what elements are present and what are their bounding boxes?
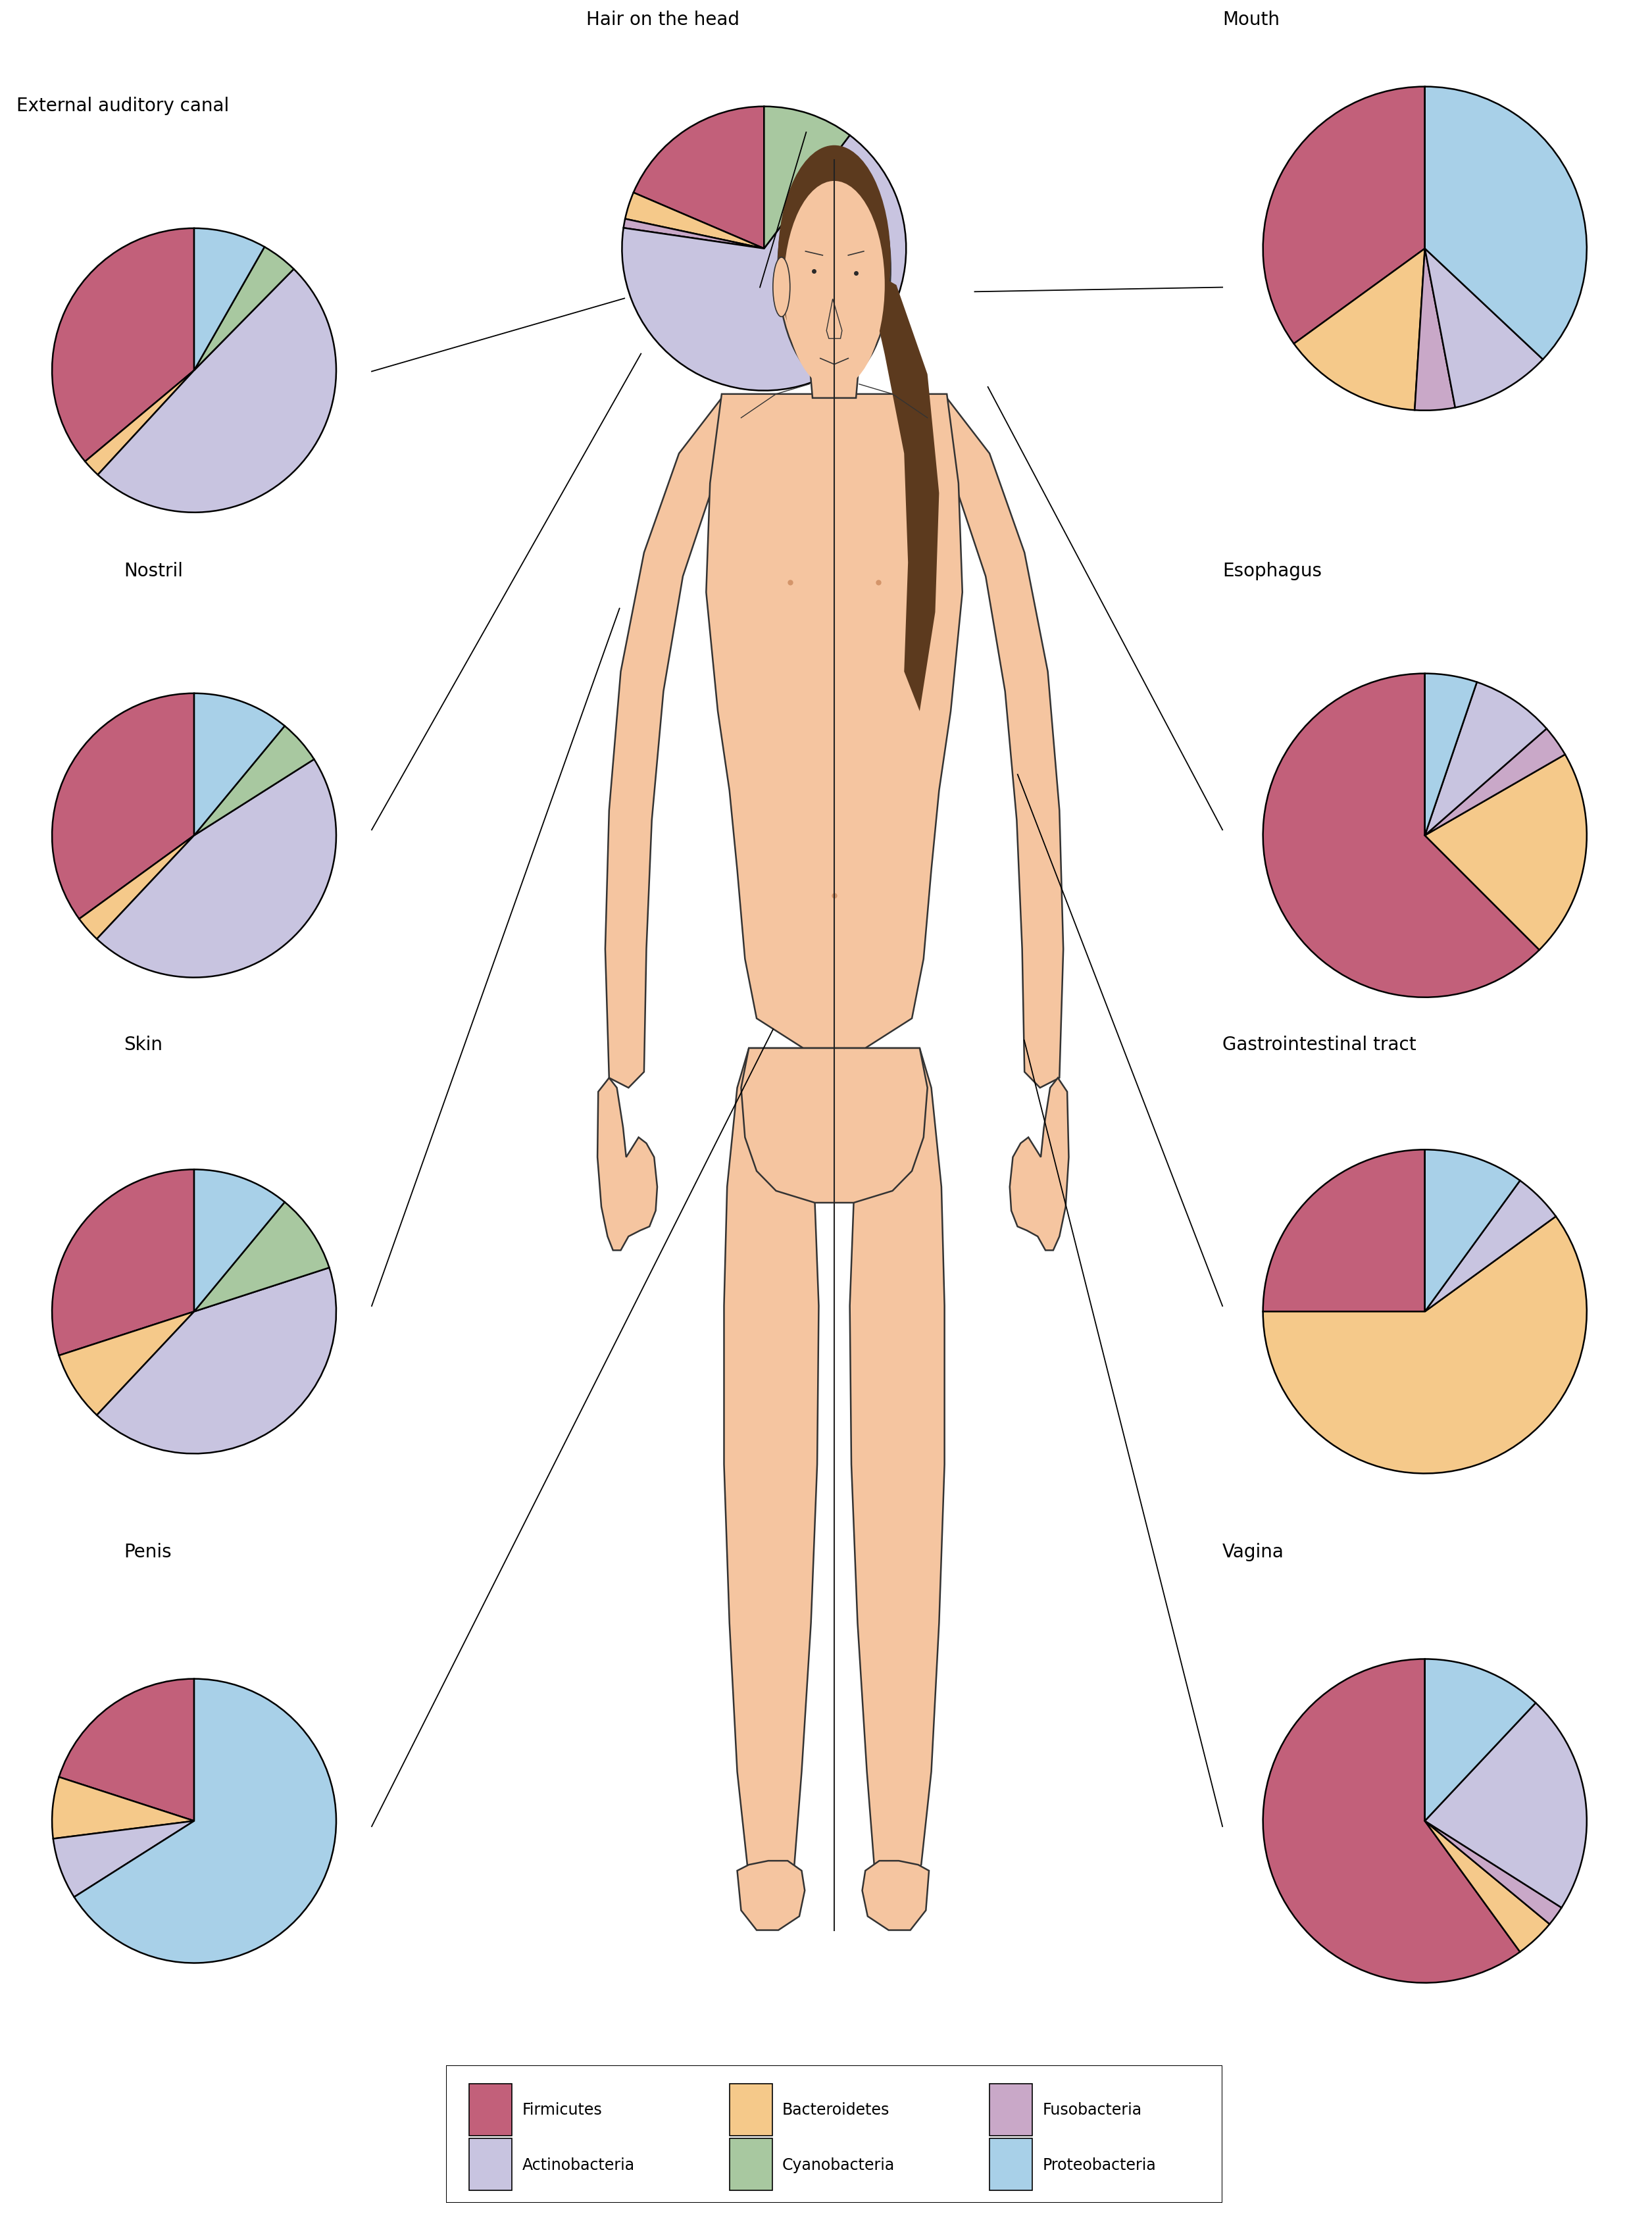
Polygon shape xyxy=(826,299,843,339)
Wedge shape xyxy=(1264,673,1540,999)
Wedge shape xyxy=(1424,755,1586,950)
Ellipse shape xyxy=(778,155,890,383)
Wedge shape xyxy=(1424,1180,1556,1311)
Polygon shape xyxy=(849,1049,945,1884)
Ellipse shape xyxy=(778,146,890,374)
Wedge shape xyxy=(86,372,195,476)
Polygon shape xyxy=(809,363,859,399)
Wedge shape xyxy=(195,726,314,837)
Text: Vagina: Vagina xyxy=(1222,1543,1284,1561)
Polygon shape xyxy=(1009,1078,1069,1251)
Text: External auditory canal: External auditory canal xyxy=(17,97,230,115)
Text: Gastrointestinal tract: Gastrointestinal tract xyxy=(1222,1036,1416,1054)
Text: Fusobacteria: Fusobacteria xyxy=(1042,2101,1142,2117)
Text: Hair on the head: Hair on the head xyxy=(586,11,740,29)
Text: Proteobacteria: Proteobacteria xyxy=(1042,2156,1156,2172)
Polygon shape xyxy=(862,1860,928,1931)
Text: Penis: Penis xyxy=(124,1543,172,1561)
Wedge shape xyxy=(97,1269,335,1455)
Wedge shape xyxy=(195,1202,329,1313)
Wedge shape xyxy=(1294,250,1424,410)
Polygon shape xyxy=(598,1078,657,1251)
Polygon shape xyxy=(947,399,1064,1087)
Wedge shape xyxy=(195,1169,284,1313)
Text: Skin: Skin xyxy=(124,1036,162,1054)
Wedge shape xyxy=(1424,86,1586,361)
Text: Nostril: Nostril xyxy=(124,562,183,580)
Text: Mouth: Mouth xyxy=(1222,11,1280,29)
Polygon shape xyxy=(861,266,938,711)
Wedge shape xyxy=(1264,1149,1424,1311)
Wedge shape xyxy=(97,270,335,514)
Wedge shape xyxy=(1424,250,1543,407)
Wedge shape xyxy=(1424,1149,1520,1311)
Wedge shape xyxy=(624,193,763,250)
Wedge shape xyxy=(1414,250,1455,412)
Wedge shape xyxy=(1424,1820,1561,1924)
FancyBboxPatch shape xyxy=(446,2066,1222,2203)
Wedge shape xyxy=(53,228,195,463)
Wedge shape xyxy=(1424,673,1477,837)
Wedge shape xyxy=(1424,682,1546,837)
Wedge shape xyxy=(623,135,905,392)
Wedge shape xyxy=(74,1678,335,1964)
Wedge shape xyxy=(59,1678,195,1820)
Ellipse shape xyxy=(783,182,885,390)
Polygon shape xyxy=(605,399,722,1087)
Polygon shape xyxy=(724,1049,819,1884)
Wedge shape xyxy=(195,228,264,372)
Wedge shape xyxy=(1264,1218,1586,1475)
Bar xyxy=(469,2083,512,2137)
Wedge shape xyxy=(195,693,284,837)
Bar xyxy=(990,2139,1032,2190)
Wedge shape xyxy=(195,248,294,372)
Polygon shape xyxy=(737,1860,805,1931)
Wedge shape xyxy=(51,1778,195,1840)
Text: Actinobacteria: Actinobacteria xyxy=(522,2156,634,2172)
Bar xyxy=(469,2139,512,2190)
Polygon shape xyxy=(705,394,963,1049)
Wedge shape xyxy=(1424,1658,1536,1820)
Wedge shape xyxy=(97,759,335,979)
Wedge shape xyxy=(1264,1658,1520,1984)
Polygon shape xyxy=(742,1049,927,1202)
Wedge shape xyxy=(1424,728,1564,837)
Wedge shape xyxy=(79,837,195,939)
Text: Bacteroidetes: Bacteroidetes xyxy=(783,2101,890,2117)
Wedge shape xyxy=(1264,86,1424,343)
Wedge shape xyxy=(53,1169,195,1355)
Wedge shape xyxy=(1424,1820,1550,1953)
Wedge shape xyxy=(53,1820,195,1897)
Wedge shape xyxy=(623,219,763,250)
Wedge shape xyxy=(59,1313,195,1415)
Wedge shape xyxy=(763,106,849,250)
Wedge shape xyxy=(1424,1703,1586,1908)
Bar xyxy=(730,2139,771,2190)
Text: Firmicutes: Firmicutes xyxy=(522,2101,603,2117)
Bar xyxy=(990,2083,1032,2137)
Ellipse shape xyxy=(773,257,790,317)
Text: Cyanobacteria: Cyanobacteria xyxy=(783,2156,895,2172)
Wedge shape xyxy=(53,693,195,919)
Text: Esophagus: Esophagus xyxy=(1222,562,1322,580)
Wedge shape xyxy=(633,106,763,250)
Bar xyxy=(730,2083,771,2137)
